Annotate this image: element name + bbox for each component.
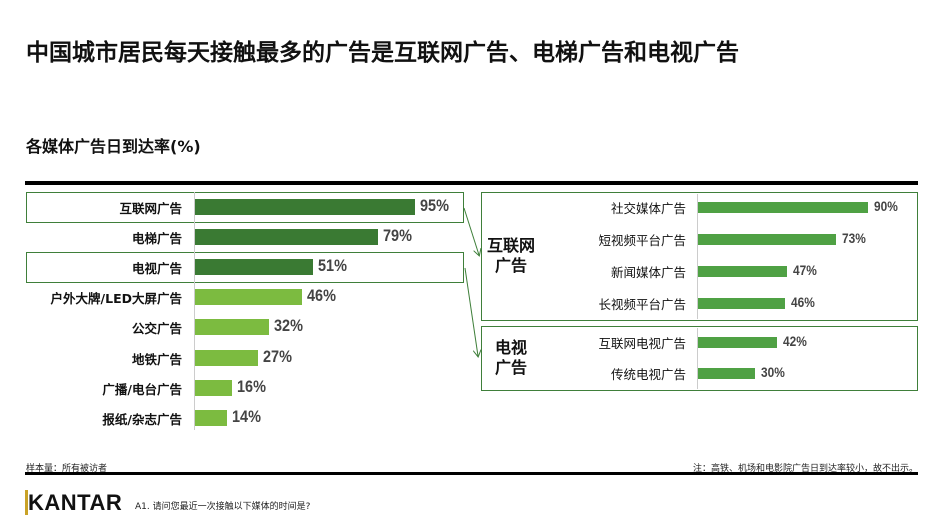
- category-label: 广播/电台广告: [102, 381, 182, 397]
- bar: [698, 202, 869, 213]
- bar: [698, 234, 836, 245]
- group-label: 互联网 广告: [486, 236, 536, 276]
- value-label: 79%: [382, 226, 412, 246]
- bottom-divider: [25, 472, 918, 475]
- category-label: 互联网电视广告: [598, 336, 686, 351]
- category-label: 电视广告: [131, 261, 182, 277]
- question-text: A1. 请问您最近一次接触以下媒体的时间是?: [135, 502, 311, 512]
- subgroup-box: [481, 192, 918, 321]
- group-label-line: 电视: [494, 337, 527, 357]
- bar: [195, 289, 302, 306]
- category-label: 传统电视广告: [610, 367, 686, 382]
- category-label: 公交广告: [131, 321, 182, 337]
- footnote: 注：高铁、机场和电影院广告日到达率较小，故不出示。: [692, 464, 918, 474]
- value-label: 46%: [306, 286, 336, 306]
- bar: [195, 319, 270, 336]
- category-label: 新闻媒体广告: [610, 265, 686, 280]
- value-label: 90%: [874, 198, 898, 214]
- value-label: 95%: [420, 196, 449, 215]
- group-label: 电视 广告: [486, 338, 536, 378]
- category-label: 地铁广告: [131, 351, 182, 367]
- chart-subtitle: 各媒体广告日到达率(%): [26, 137, 201, 156]
- value-label: 32%: [274, 316, 304, 336]
- category-label: 报纸/杂志广告: [102, 411, 182, 427]
- sample-note: 样本量：所有被访者: [26, 464, 108, 474]
- bar: [195, 409, 228, 426]
- category-label: 长视频平台广告: [598, 297, 686, 312]
- category-label: 户外大牌/LED大屏广告: [50, 291, 182, 307]
- highlight-box: [26, 252, 464, 283]
- bar: [195, 349, 258, 366]
- value-label: 47%: [792, 262, 817, 278]
- top-divider: [25, 181, 918, 185]
- bar: [195, 259, 314, 276]
- value-label: 46%: [790, 294, 815, 310]
- group-label-line: 广告: [494, 255, 527, 275]
- group-label-line: 广告: [494, 357, 527, 377]
- value-label: 30%: [760, 364, 785, 380]
- subgroup-box: [481, 326, 918, 391]
- group-label-line: 互联网: [486, 235, 535, 255]
- bar: [195, 379, 233, 396]
- bar: [698, 266, 787, 277]
- category-label: 短视频平台广告: [598, 233, 686, 248]
- category-label: 互联网广告: [119, 201, 182, 216]
- value-label: 27%: [262, 346, 292, 366]
- bar: [195, 229, 378, 246]
- kantar-logo: KANTAR: [25, 490, 123, 516]
- axis-line: [194, 192, 195, 430]
- bar: [698, 298, 785, 309]
- axis-line: [697, 194, 698, 319]
- bar: [698, 337, 778, 348]
- page-title: 中国城市居民每天接触最多的广告是互联网广告、电梯广告和电视广告: [26, 40, 739, 66]
- highlight-box: [26, 192, 464, 223]
- value-label: 42%: [783, 333, 808, 349]
- category-label: 电梯广告: [131, 231, 182, 247]
- value-label: 16%: [237, 376, 266, 396]
- axis-line: [697, 328, 698, 389]
- bar: [195, 199, 416, 215]
- category-label: 社交媒体广告: [610, 201, 686, 216]
- arrow-tv: [464, 267, 478, 356]
- bar: [698, 368, 755, 379]
- value-label: 14%: [232, 406, 262, 426]
- value-label: 73%: [841, 230, 866, 246]
- value-label: 51%: [318, 256, 348, 276]
- arrow-internet: [463, 207, 479, 255]
